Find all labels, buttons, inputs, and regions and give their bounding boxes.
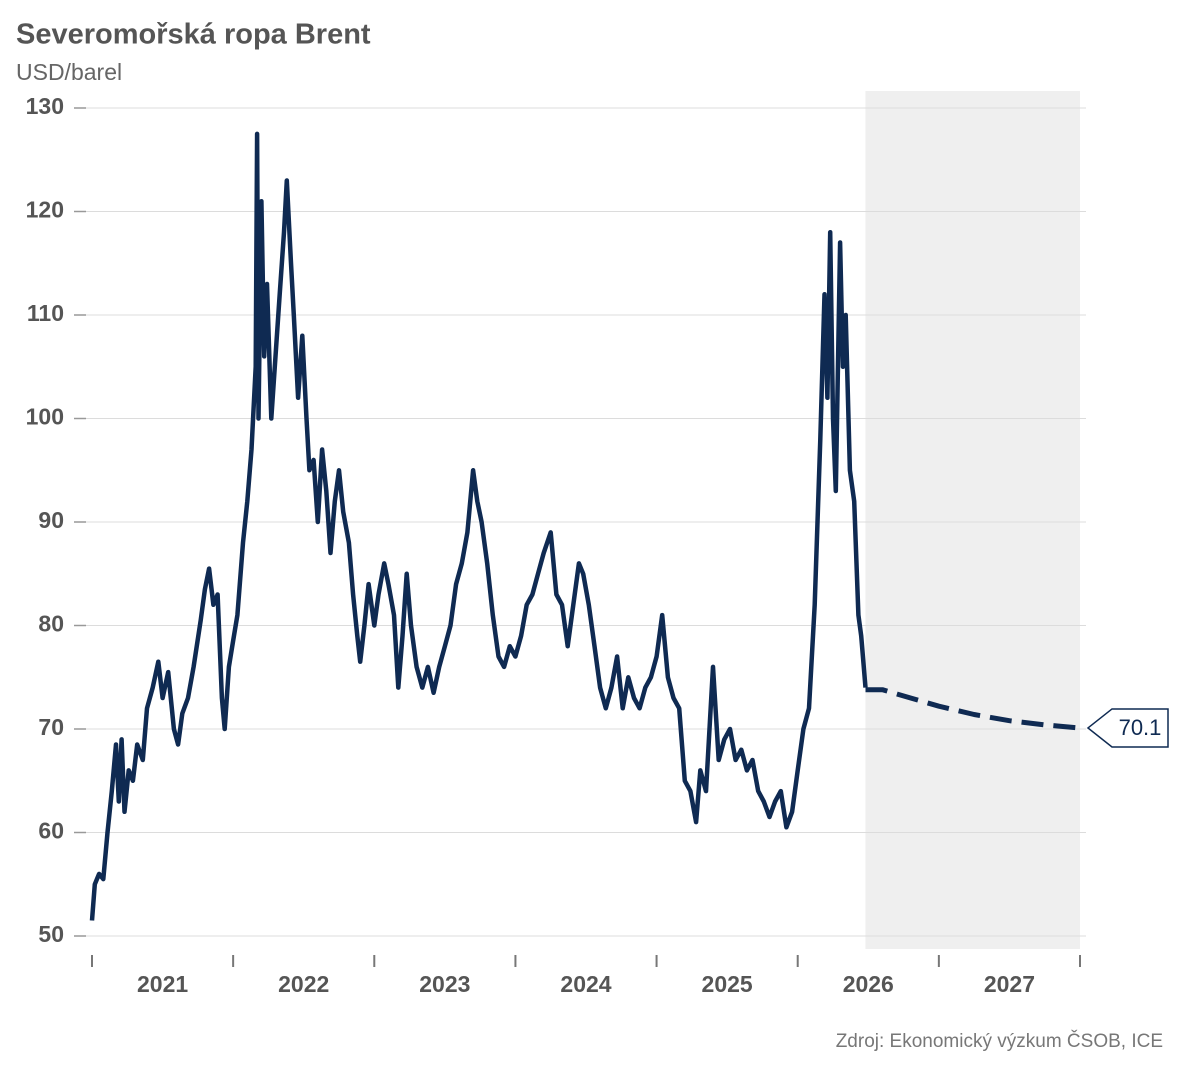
- y-tick-label: 90: [38, 507, 64, 533]
- chart-subtitle: USD/barel: [16, 59, 122, 85]
- y-tick-label: 50: [38, 921, 64, 947]
- source-note: Zdroj: Ekonomický výzkum ČSOB, ICE: [836, 1030, 1163, 1052]
- y-tick-label: 60: [38, 818, 64, 844]
- x-tick-label: 2024: [560, 971, 611, 997]
- y-tick-label: 100: [26, 404, 64, 430]
- forecast-region: [865, 91, 1080, 949]
- value-label: 70.1: [1119, 715, 1162, 740]
- x-tick-label: 2025: [702, 971, 753, 997]
- x-tick-label: 2021: [137, 971, 188, 997]
- y-tick-label: 70: [38, 714, 64, 740]
- line-series: [89, 131, 868, 921]
- y-tick-label: 120: [26, 197, 64, 223]
- x-tick-label: 2026: [843, 971, 894, 997]
- y-tick-label: 110: [27, 300, 64, 326]
- y-tick-label: 80: [38, 611, 64, 637]
- line-series: [865, 687, 1081, 731]
- x-tick-label: 2027: [984, 971, 1035, 997]
- y-tick-label: 130: [26, 93, 64, 119]
- value-label-box: [1086, 708, 1169, 748]
- x-tick-label: 2022: [278, 971, 329, 997]
- chart-title: Severomořská ropa Brent: [16, 19, 371, 51]
- x-tick-label: 2023: [419, 971, 470, 997]
